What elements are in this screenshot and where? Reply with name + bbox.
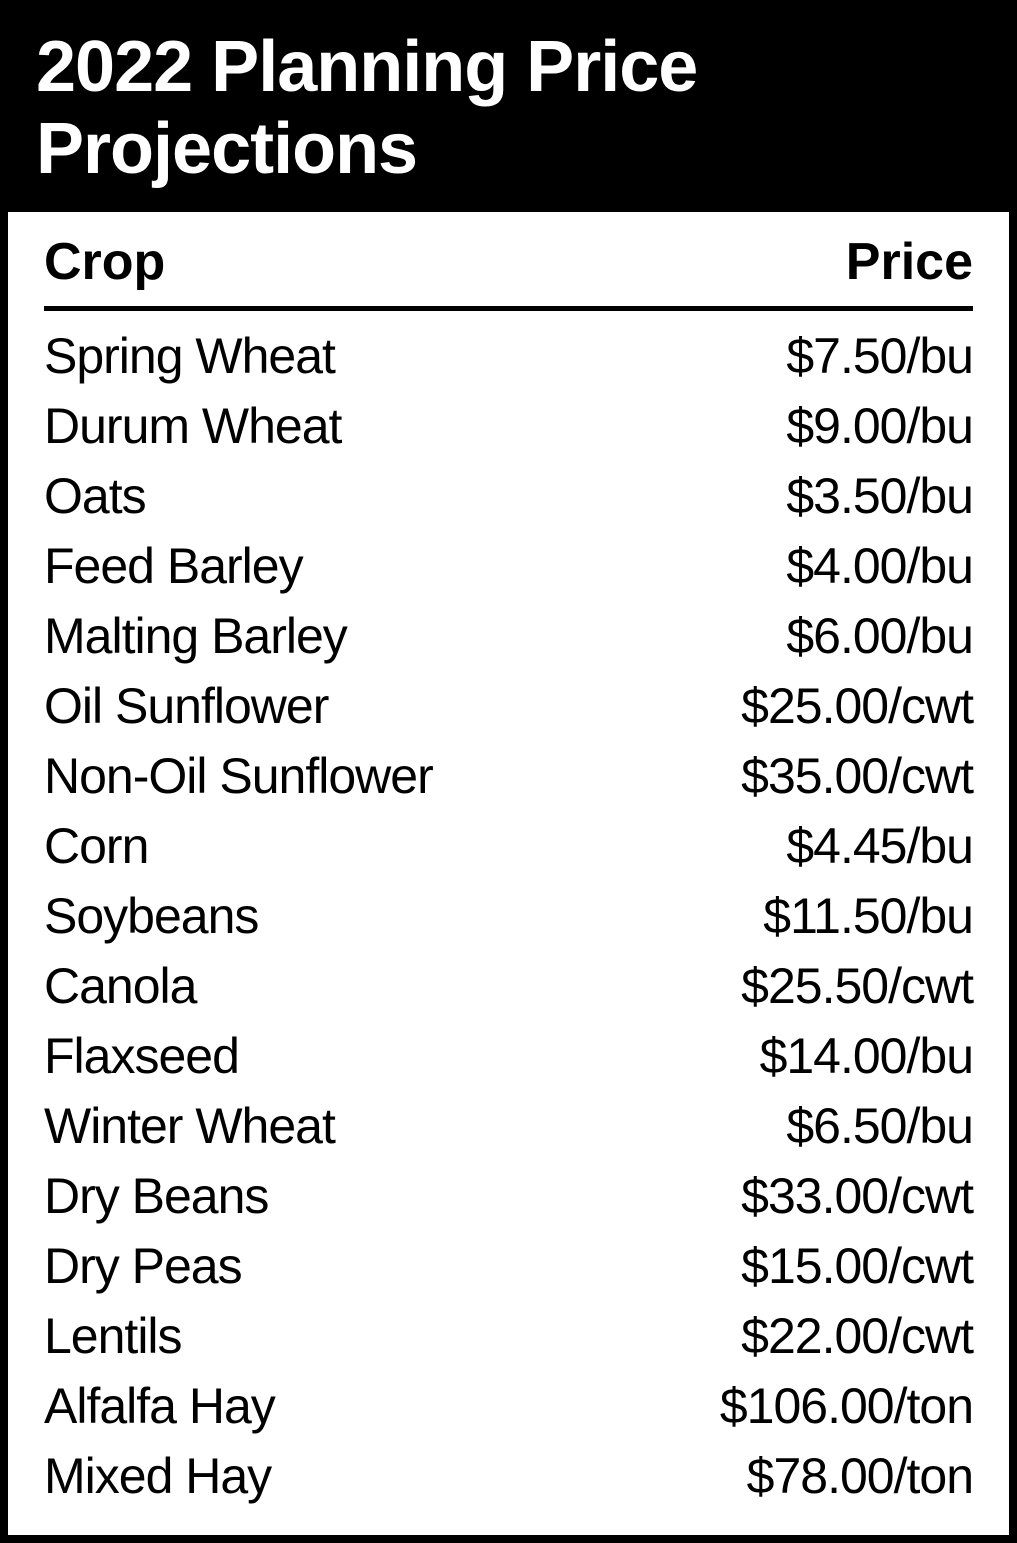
crop-cell: Spring Wheat bbox=[44, 327, 335, 385]
page-title: 2022 Planning Price Projections bbox=[8, 8, 1009, 212]
price-cell: $22.00/cwt bbox=[741, 1307, 973, 1365]
crop-cell: Dry Beans bbox=[44, 1167, 268, 1225]
price-cell: $6.50/bu bbox=[786, 1097, 973, 1155]
table-row: Alfalfa Hay $106.00/ton bbox=[44, 1371, 973, 1441]
price-cell: $11.50/bu bbox=[763, 887, 973, 945]
column-header-crop: Crop bbox=[44, 232, 165, 292]
crop-cell: Alfalfa Hay bbox=[44, 1377, 275, 1435]
table-header-row: Crop Price bbox=[44, 232, 973, 311]
table-row: Soybeans $11.50/bu bbox=[44, 881, 973, 951]
table-row: Flaxseed $14.00/bu bbox=[44, 1021, 973, 1091]
crop-cell: Oats bbox=[44, 467, 146, 525]
price-cell: $14.00/bu bbox=[760, 1027, 973, 1085]
table-row: Durum Wheat $9.00/bu bbox=[44, 391, 973, 461]
price-cell: $33.00/cwt bbox=[741, 1167, 973, 1225]
table-row: Spring Wheat $7.50/bu bbox=[44, 321, 973, 391]
price-cell: $78.00/ton bbox=[747, 1447, 973, 1505]
crop-cell: Flaxseed bbox=[44, 1027, 239, 1085]
table-row: Feed Barley $4.00/bu bbox=[44, 531, 973, 601]
table-row: Non-Oil Sunflower $35.00/cwt bbox=[44, 741, 973, 811]
crop-cell: Winter Wheat bbox=[44, 1097, 335, 1155]
price-table-container: 2022 Planning Price Projections Crop Pri… bbox=[0, 0, 1017, 1543]
table-row: Oats $3.50/bu bbox=[44, 461, 973, 531]
table-row: Canola $25.50/cwt bbox=[44, 951, 973, 1021]
crop-cell: Malting Barley bbox=[44, 607, 347, 665]
crop-cell: Lentils bbox=[44, 1307, 182, 1365]
crop-cell: Non-Oil Sunflower bbox=[44, 747, 433, 805]
crop-cell: Corn bbox=[44, 817, 148, 875]
crop-cell: Dry Peas bbox=[44, 1237, 242, 1295]
table-row: Lentils $22.00/cwt bbox=[44, 1301, 973, 1371]
table-content: Crop Price Spring Wheat $7.50/bu Durum Whe… bbox=[8, 212, 1009, 1535]
crop-cell: Oil Sunflower bbox=[44, 677, 328, 735]
price-cell: $4.00/bu bbox=[786, 537, 973, 595]
price-cell: $25.50/cwt bbox=[741, 957, 973, 1015]
crop-cell: Mixed Hay bbox=[44, 1447, 271, 1505]
column-header-price: Price bbox=[846, 232, 973, 292]
table-row: Mixed Hay $78.00/ton bbox=[44, 1441, 973, 1511]
crop-cell: Feed Barley bbox=[44, 537, 303, 595]
price-cell: $35.00/cwt bbox=[741, 747, 973, 805]
crop-cell: Durum Wheat bbox=[44, 397, 341, 455]
crop-cell: Soybeans bbox=[44, 887, 258, 945]
table-body: Spring Wheat $7.50/bu Durum Wheat $9.00/bu O… bbox=[44, 321, 973, 1511]
price-cell: $25.00/cwt bbox=[741, 677, 973, 735]
price-cell: $7.50/bu bbox=[786, 327, 973, 385]
table-row: Winter Wheat $6.50/bu bbox=[44, 1091, 973, 1161]
table-row: Corn $4.45/bu bbox=[44, 811, 973, 881]
table-row: Dry Peas $15.00/cwt bbox=[44, 1231, 973, 1301]
price-cell: $15.00/cwt bbox=[741, 1237, 973, 1295]
price-cell: $6.00/bu bbox=[786, 607, 973, 665]
price-cell: $106.00/ton bbox=[720, 1377, 973, 1435]
price-cell: $9.00/bu bbox=[786, 397, 973, 455]
price-cell: $3.50/bu bbox=[786, 467, 973, 525]
price-cell: $4.45/bu bbox=[786, 817, 973, 875]
table-row: Dry Beans $33.00/cwt bbox=[44, 1161, 973, 1231]
table-row: Oil Sunflower $25.00/cwt bbox=[44, 671, 973, 741]
table-row: Malting Barley $6.00/bu bbox=[44, 601, 973, 671]
crop-cell: Canola bbox=[44, 957, 196, 1015]
